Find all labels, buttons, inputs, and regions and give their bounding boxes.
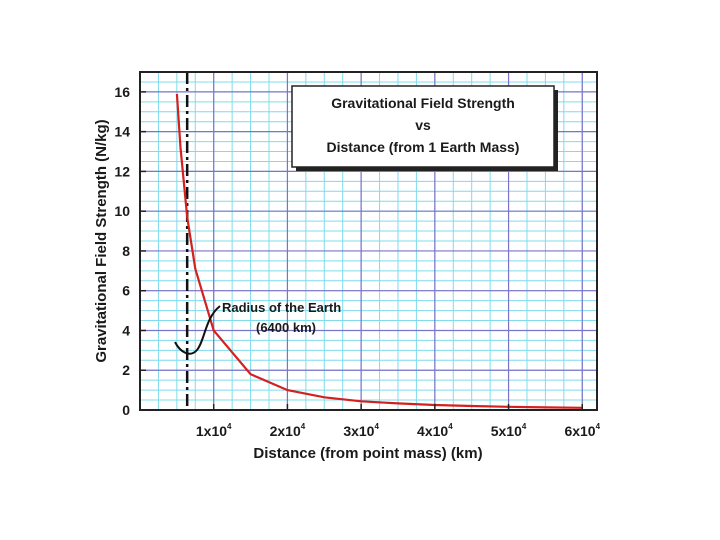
x-tick-label: 6x104 xyxy=(564,422,600,439)
annotation-label-line-2: (6400 km) xyxy=(256,320,316,335)
y-tick-label: 14 xyxy=(114,124,130,140)
annotation-pointer xyxy=(174,305,221,355)
y-axis-title: Gravitational Field Strength (N/kg) xyxy=(93,119,110,362)
title-box xyxy=(291,85,555,168)
x-tick-label: 2x104 xyxy=(270,422,306,439)
x-tick-label: 3x104 xyxy=(343,422,379,439)
x-tick-label: 1x104 xyxy=(196,422,232,439)
x-tick-label: 5x104 xyxy=(491,422,527,439)
y-tick-labels: 0 2 4 6 8 10 12 14 16 xyxy=(114,84,130,418)
chart-title-line-2: vs xyxy=(415,117,431,133)
y-tick-label: 4 xyxy=(122,322,130,338)
y-tick-label: 0 xyxy=(122,402,130,418)
x-tick-labels: 1x104 2x104 3x104 4x104 5x104 6x104 xyxy=(196,422,601,439)
plot-frame xyxy=(139,71,598,411)
y-tick-label: 16 xyxy=(114,84,130,100)
chart-title-line-1: Gravitational Field Strength xyxy=(331,95,515,111)
chart-title-line-3: Distance (from 1 Earth Mass) xyxy=(327,139,520,155)
y-tick-label: 10 xyxy=(114,203,130,219)
y-tick-label: 12 xyxy=(114,163,130,179)
series-line xyxy=(175,93,583,409)
y-tick-label: 6 xyxy=(122,283,130,299)
y-tick-label: 8 xyxy=(122,243,130,259)
annotation-label-line-1: Radius of the Earth xyxy=(222,300,341,315)
y-tick-label: 2 xyxy=(122,362,130,378)
x-axis-title: Distance (from point mass) (km) xyxy=(253,445,482,462)
x-tick-label: 4x104 xyxy=(417,422,453,439)
